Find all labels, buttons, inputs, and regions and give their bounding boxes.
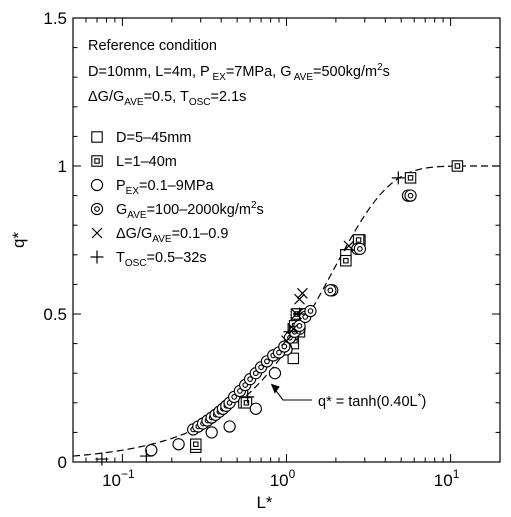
data-point-cross (343, 240, 355, 252)
legend-marker-circle-dot (90, 202, 104, 216)
legend-label-part: ΔG/G (116, 226, 152, 242)
legend-label: D=5–45mm (116, 130, 191, 146)
data-point-plus (391, 171, 405, 185)
curve-equation-label: q* = tanh(0.40L*) (318, 392, 426, 410)
y-tick-label: 1.5 (43, 9, 67, 28)
x-tick-label: 101 (434, 467, 460, 490)
x-tick-exponent: −1 (121, 467, 135, 481)
data-point-circle-dot (293, 319, 306, 332)
data-point-plus (292, 307, 306, 321)
legend-label-part: P (116, 178, 126, 194)
legend-label: ΔG/GAVE=0.1–0.9 (116, 226, 228, 245)
data-point-circle-dot (278, 340, 291, 353)
data-point-square (287, 352, 300, 365)
curve-equation-label-part: q* = tanh(0.40L (318, 394, 418, 410)
legend-label: GAVE=100–2000kg/m2s (116, 200, 264, 221)
legend-label: L=1–40m (116, 154, 177, 170)
legend-label-part: G (116, 202, 127, 218)
curve-annotation: q* = tanh(0.40L*) (270, 383, 426, 410)
x-tick-exponent: 0 (289, 467, 296, 481)
reference-line-part: AVE (292, 72, 314, 83)
legend-label-part: L=1–40m (116, 154, 177, 170)
data-point-plus (283, 325, 297, 339)
legend-label: TOSC=0.5–32s (116, 250, 207, 269)
data-points-group (95, 160, 464, 466)
legend-label-part: EX (126, 186, 140, 197)
x-tick-exponent: 1 (453, 467, 460, 481)
reference-title: Reference condition (88, 38, 217, 54)
x-axis-label: L* (256, 493, 272, 512)
reference-line-part: OSC (189, 97, 211, 108)
data-point-square-dot (451, 160, 464, 172)
data-point-square-dot (190, 438, 202, 450)
reference-line-part: EX (210, 72, 226, 83)
data-point-circle (268, 367, 282, 380)
reference-line-part: =7MPa, G (226, 64, 292, 80)
y-tick-label: 0.5 (43, 305, 67, 324)
reference-condition: Reference condition D=10mm, L=4m, P EX=7M… (88, 38, 390, 108)
data-point-square-dot (340, 254, 352, 267)
data-point-circle (172, 438, 185, 451)
legend-marker-square (91, 131, 103, 143)
x-tick-label: 100 (270, 467, 296, 490)
curve-equation-label-part: * (418, 392, 422, 403)
data-point-circle (223, 420, 236, 433)
x-tick-label: 10−1 (102, 467, 135, 490)
legend-label-part: 2 (251, 200, 257, 211)
data-point-cross (296, 287, 308, 299)
annotation-arrowhead (270, 383, 280, 394)
reference-line-part: ΔG/G (88, 89, 124, 105)
legend-label-part: OSC (125, 258, 147, 269)
legend-label-part: =0.1–9MPa (139, 178, 215, 194)
legend-marker-square-dot (91, 155, 103, 167)
reference-line-part: D=10mm, L=4m, P (88, 64, 210, 80)
reference-line: ΔG/GAVE=0.5, TOSC=2.1s (88, 89, 246, 108)
legend-marker-plus (90, 250, 104, 264)
reference-line-part: s (383, 64, 390, 80)
data-point-circle (205, 426, 218, 439)
y-axis-label: q* (9, 232, 28, 248)
data-point-circle-dot (353, 242, 367, 256)
legend-label-part: T (116, 250, 125, 266)
data-point-plus (241, 390, 255, 404)
data-point-plus (139, 449, 153, 463)
legend-label-part: s (257, 202, 264, 218)
data-point-circle (249, 402, 262, 415)
data-point-circle-dot (304, 304, 317, 318)
legend-label-part: D=5–45mm (116, 130, 191, 146)
x-tick-base: 10 (434, 471, 453, 490)
legend-marker-cross (91, 227, 103, 239)
data-point-circle-dot (324, 284, 337, 297)
data-point-square-dot (404, 172, 417, 184)
annotation-leader-line (272, 386, 312, 401)
reference-line-part: AVE (124, 97, 144, 108)
legend-label: PEX=0.1–9MPa (116, 178, 215, 197)
legend-label-part: AVE (127, 210, 147, 221)
reference-line: D=10mm, L=4m, P EX=7MPa, G AVE=500kg/m2s (88, 62, 390, 83)
legend: D=5–45mmL=1–40mPEX=0.1–9MPaGAVE=100–2000… (90, 130, 264, 269)
legend-label-part: =0.5–32s (147, 250, 207, 266)
data-point-circle-dot (404, 189, 417, 202)
legend-label-part: AVE (152, 234, 172, 245)
y-tick-label: 1 (58, 157, 67, 176)
reference-line-part: =2.1s (211, 89, 247, 105)
x-tick-base: 10 (270, 471, 289, 490)
curve-equation-label-part: ) (421, 394, 426, 410)
reference-line-part: 2 (377, 62, 383, 73)
data-point-square-dot (240, 397, 253, 409)
x-tick-base: 10 (102, 471, 121, 490)
legend-marker-circle (90, 178, 104, 192)
reference-line-part: =500kg/m (313, 64, 377, 80)
legend-label-part: =100–2000kg/m (147, 202, 251, 218)
reference-line-part: =0.5, T (144, 89, 189, 105)
legend-label-part: =0.1–0.9 (172, 226, 229, 242)
data-point-cross (294, 293, 305, 305)
y-tick-label: 0 (58, 453, 67, 472)
data-point-circle (145, 444, 158, 457)
